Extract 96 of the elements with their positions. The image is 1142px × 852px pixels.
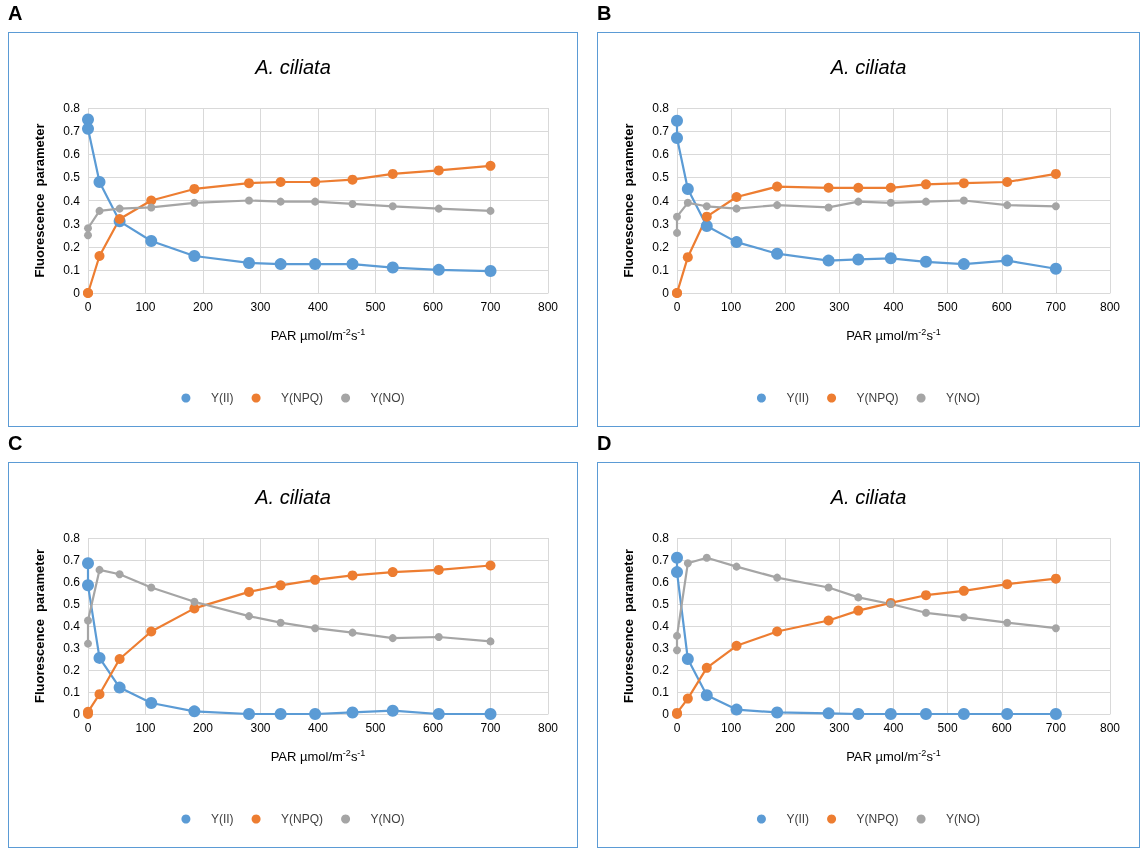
x-tick-label: 300 xyxy=(829,721,850,735)
x-tick-label: 100 xyxy=(135,300,156,314)
y-tick-label: 0.2 xyxy=(652,239,670,254)
chart-title: A. ciliata xyxy=(254,56,331,78)
text: A xyxy=(8,2,23,25)
y-tick-label: 0.2 xyxy=(63,663,81,677)
y-tick-label: 0.5 xyxy=(63,597,81,611)
y-tick-label: 0 xyxy=(73,286,81,300)
y-tick-label: 0.7 xyxy=(652,124,670,139)
x-tick-label: 200 xyxy=(192,300,214,314)
y-tick-label: 0.5 xyxy=(63,170,81,185)
x-tick-label: 400 xyxy=(307,300,329,314)
x-tick-label: 100 xyxy=(135,721,156,735)
y-tick-label: 0.1 xyxy=(652,262,670,277)
y-tick-label: 0.3 xyxy=(652,641,670,655)
legend-label: Y(NO) xyxy=(370,391,405,405)
y-tick-label: 0.5 xyxy=(652,597,670,611)
y-tick-label: 0.1 xyxy=(63,685,81,699)
x-tick-label: 100 xyxy=(721,721,742,735)
chart-title: A. ciliata xyxy=(829,486,907,508)
y-tick-label: 0.2 xyxy=(63,239,81,254)
y-tick-label: 0 xyxy=(662,707,670,721)
y-tick-label: 0.5 xyxy=(652,170,670,185)
y-tick-label: 0.8 xyxy=(63,101,81,115)
x-tick-label: 600 xyxy=(422,300,444,314)
legend-label: Y(II) xyxy=(786,812,810,826)
legend-label: Y(II) xyxy=(786,391,810,405)
x-tick-label: 200 xyxy=(192,721,214,735)
y-tick-label: 0.6 xyxy=(63,575,81,589)
y-tick-label: 0.3 xyxy=(652,216,670,231)
x-tick-label: 500 xyxy=(365,300,386,314)
x-tick-label: 100 xyxy=(721,300,742,314)
y-tick-label: 0.3 xyxy=(63,216,81,231)
text: D xyxy=(597,432,612,455)
x-tick-label: 200 xyxy=(775,721,796,735)
legend-label: Y(II) xyxy=(210,391,234,405)
y-tick-label: 0 xyxy=(662,286,670,300)
y-axis-title: Fluorescence parameter xyxy=(621,549,636,703)
x-tick-label: 400 xyxy=(307,721,329,735)
x-tick-label: 800 xyxy=(537,721,559,735)
x-tick-label: 600 xyxy=(991,300,1013,314)
y-tick-label: 0.1 xyxy=(63,262,81,277)
x-tick-label: 0 xyxy=(673,300,681,314)
x-tick-label: 0 xyxy=(84,721,92,735)
x-tick-label: 700 xyxy=(480,300,501,314)
x-tick-label: 600 xyxy=(991,721,1013,735)
y-tick-label: 0.1 xyxy=(652,685,670,699)
x-tick-label: 400 xyxy=(883,300,904,314)
y-tick-label: 0.4 xyxy=(652,193,670,208)
legend-label: Y(II) xyxy=(210,812,234,826)
y-tick-label: 0.8 xyxy=(652,101,670,115)
y-tick-label: 0.2 xyxy=(652,663,670,677)
y-axis-title: Fluorescence parameter xyxy=(621,123,636,278)
legend-label: Y(NPQ) xyxy=(856,391,899,405)
x-tick-label: 800 xyxy=(1099,721,1121,735)
y-tick-label: 0.6 xyxy=(652,147,670,162)
y-tick-label: 0.4 xyxy=(63,619,81,633)
text: B xyxy=(597,2,612,25)
y-tick-label: 0.3 xyxy=(63,641,81,655)
y-tick-label: 0.6 xyxy=(63,147,81,162)
y-axis-title: Fluorescence parameter xyxy=(32,549,47,703)
y-tick-label: 0.8 xyxy=(652,531,670,545)
chart-title: A. ciliata xyxy=(254,486,331,508)
y-tick-label: 0.6 xyxy=(652,575,670,589)
legend-label: Y(NO) xyxy=(946,812,981,826)
y-tick-label: 0.4 xyxy=(652,619,670,633)
x-tick-label: 300 xyxy=(250,721,271,735)
legend-label: Y(NPQ) xyxy=(856,812,899,826)
x-tick-label: 800 xyxy=(1099,300,1121,314)
x-tick-label: 200 xyxy=(775,300,796,314)
legend-label: Y(NPQ) xyxy=(281,391,324,405)
x-tick-label: 700 xyxy=(1045,300,1067,314)
legend-label: Y(NO) xyxy=(370,812,405,826)
x-tick-label: 300 xyxy=(829,300,850,314)
x-tick-label: 700 xyxy=(480,721,501,735)
x-tick-label: 0 xyxy=(84,300,92,314)
x-tick-label: 700 xyxy=(1045,721,1067,735)
y-tick-label: 0.7 xyxy=(63,124,81,139)
y-tick-label: 0.8 xyxy=(63,531,81,545)
text: C xyxy=(8,432,23,455)
y-axis-title: Fluorescence parameter xyxy=(32,123,47,278)
y-tick-label: 0.7 xyxy=(63,553,81,567)
y-tick-label: 0.7 xyxy=(652,553,670,567)
y-tick-label: 0 xyxy=(73,707,81,721)
x-tick-label: 600 xyxy=(422,721,444,735)
legend-label: Y(NPQ) xyxy=(281,812,324,826)
y-tick-label: 0.4 xyxy=(63,193,81,208)
x-tick-label: 500 xyxy=(937,721,958,735)
x-tick-label: 300 xyxy=(250,300,271,314)
legend-label: Y(NO) xyxy=(946,391,981,405)
x-tick-label: 800 xyxy=(537,300,559,314)
x-tick-label: 400 xyxy=(883,721,904,735)
x-tick-label: 500 xyxy=(937,300,958,314)
x-tick-label: 0 xyxy=(673,721,681,735)
x-tick-label: 500 xyxy=(365,721,386,735)
chart-title: A. ciliata xyxy=(829,56,907,78)
